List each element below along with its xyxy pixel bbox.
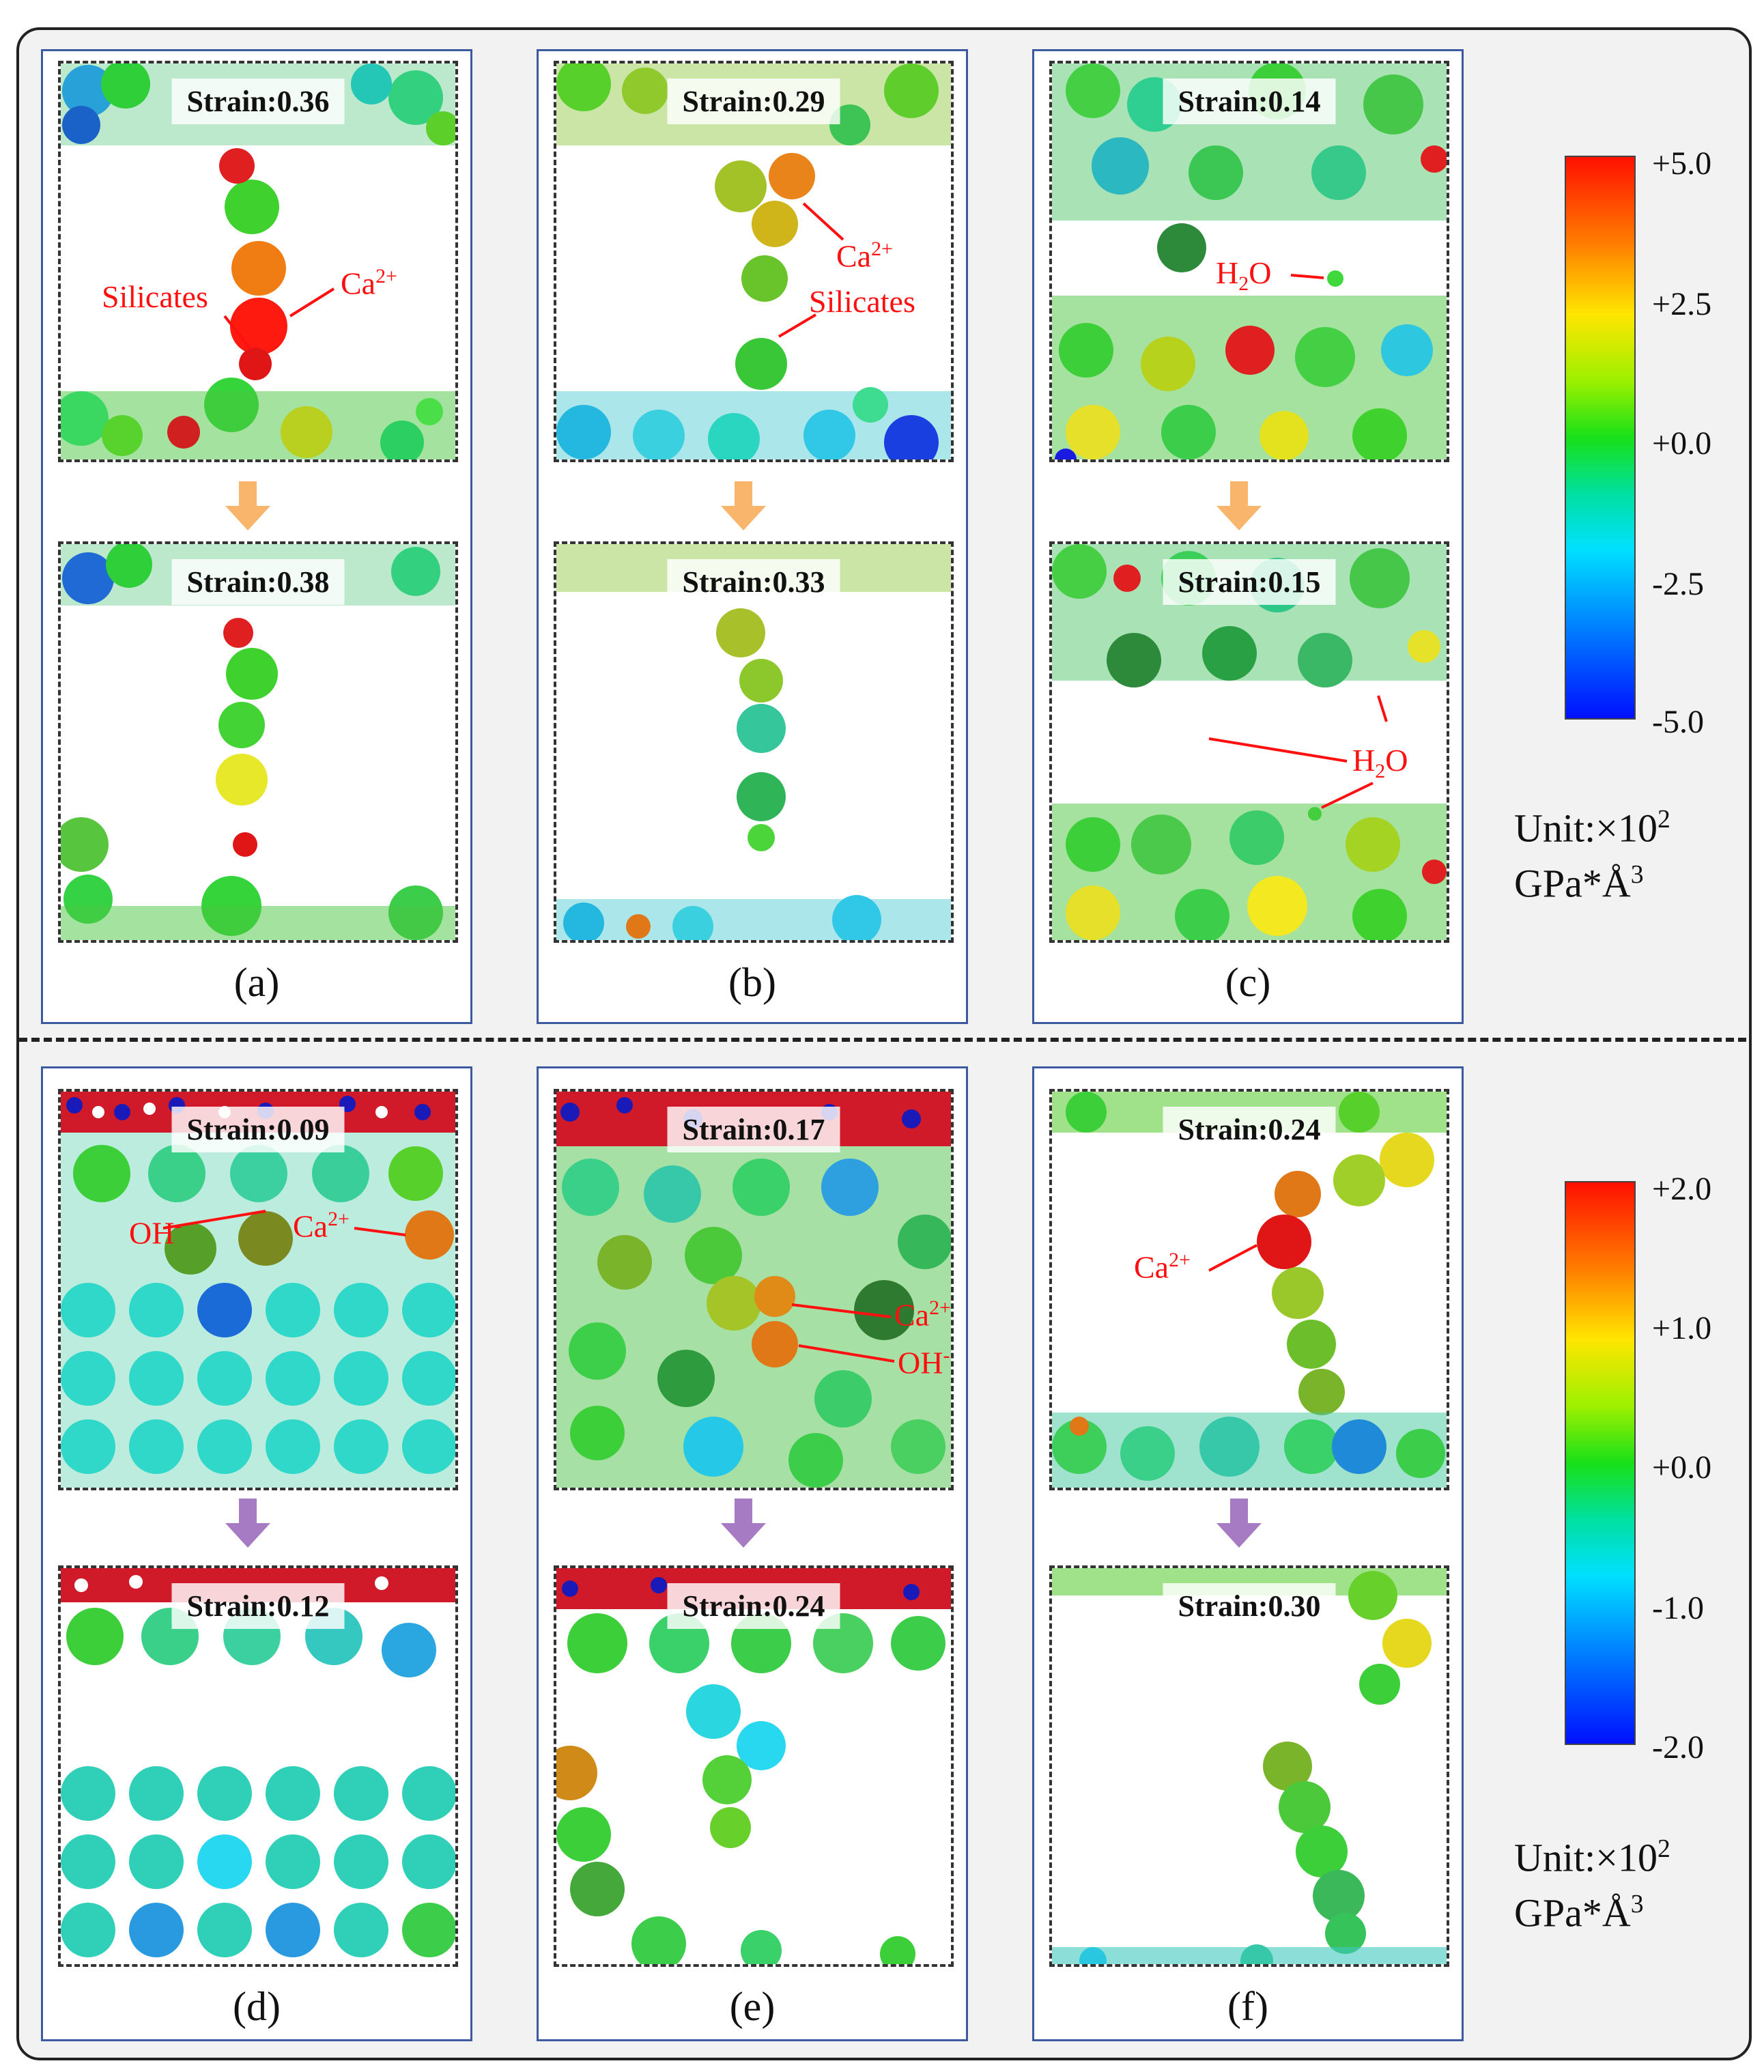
transition-arrow-down-icon [721, 506, 766, 530]
panel-caption: (b) [728, 960, 776, 1005]
column-c: Strain:0.14 H2O Strain:0.15 H2O [1032, 49, 1464, 1024]
panel-caption: (f) [1227, 1984, 1268, 2029]
panel-e-top: Strain:0.17 Ca2+ OH- [554, 1089, 954, 1490]
strain-label: Strain:0.24 [1163, 1107, 1336, 1152]
transition-arrow-shaft [1230, 481, 1248, 507]
transition-arrow-shaft [1230, 1499, 1248, 1524]
strain-label: Strain:0.29 [667, 79, 840, 124]
annotation-ca-ion: Ca2+ [293, 1208, 350, 1244]
transition-arrow-down-icon [225, 1523, 270, 1548]
strain-label: Strain:0.15 [1163, 559, 1336, 605]
colorbar-tick: +2.5 [1652, 286, 1712, 322]
panel-caption: (c) [1225, 960, 1271, 1005]
strain-label: Strain:0.14 [1163, 79, 1336, 124]
annotation-ca-ion: Ca2+ [836, 238, 893, 274]
annotation-hydroxide: OH- [129, 1215, 182, 1251]
column-a: Strain:0.36 Silicates Ca2+ Strain:0.38 (… [41, 49, 472, 1024]
annotation-silicates: Silicates [809, 284, 915, 319]
colorbar-tick: -5.0 [1652, 704, 1704, 740]
colorbar-tick: -2.0 [1652, 1729, 1704, 1765]
panel-e-bottom: Strain:0.24 [554, 1565, 954, 1967]
strain-label: Strain:0.09 [171, 1107, 345, 1152]
column-d: Strain:0.09 OH- Ca2+ Strain:0.12 (d) [41, 1066, 472, 2041]
panel-f-bottom: Strain:0.30 [1049, 1565, 1449, 1967]
panel-c-bottom: Strain:0.15 H2O [1049, 541, 1449, 943]
annotation-ca-ion: Ca2+ [1134, 1249, 1191, 1285]
transition-arrow-shaft [239, 481, 257, 507]
annotation-ca-ion: Ca2+ [341, 265, 397, 301]
section-divider [19, 1038, 1746, 1042]
transition-arrow-shaft [239, 1499, 257, 1524]
strain-label: Strain:0.17 [667, 1107, 840, 1152]
transition-arrow-down-icon [1217, 506, 1262, 530]
panel-caption: (a) [233, 960, 280, 1005]
strain-label: Strain:0.24 [667, 1583, 840, 1629]
panel-b-top: Strain:0.29 Ca2+ Silicates [554, 61, 954, 462]
colorbar-bottom [1565, 1181, 1636, 1745]
column-f: Strain:0.24 Ca2+ Strain:0.30 (f) [1032, 1066, 1464, 2041]
colorbar-tick: -1.0 [1652, 1590, 1704, 1626]
panel-f-top: Strain:0.24 Ca2+ [1049, 1089, 1449, 1490]
panel-caption: (e) [729, 1984, 776, 2029]
panel-caption: (d) [233, 1984, 281, 2029]
panel-d-bottom: Strain:0.12 [58, 1565, 458, 1967]
annotation-water: H2O [1216, 255, 1272, 296]
colorbar-unit: Unit:×102 GPa*Å3 [1514, 1834, 1670, 1935]
transition-arrow-down-icon [225, 506, 270, 530]
panel-c-top: Strain:0.14 H2O [1049, 61, 1449, 462]
panel-a-top: Strain:0.36 Silicates Ca2+ [58, 61, 458, 462]
strain-label: Strain:0.38 [171, 559, 345, 605]
colorbar-tick: -2.5 [1652, 566, 1704, 602]
colorbar-tick: +0.0 [1652, 1449, 1712, 1486]
transition-arrow-down-icon [1217, 1523, 1262, 1548]
colorbar-tick: +1.0 [1652, 1310, 1712, 1346]
panel-d-top: Strain:0.09 OH- Ca2+ [58, 1089, 458, 1490]
annotation-hydroxide: OH- [898, 1344, 950, 1380]
colorbar-tick: +5.0 [1652, 145, 1712, 182]
colorbar-top [1565, 156, 1636, 720]
colorbar-tick: +0.0 [1652, 425, 1712, 462]
column-e: Strain:0.17 Ca2+ OH- Strain:0.24 (e) [537, 1066, 968, 2041]
strain-label: Strain:0.36 [171, 79, 345, 124]
colorbar-tick: +2.0 [1652, 1171, 1712, 1207]
column-b: Strain:0.29 Ca2+ Silicates Strain:0.33 (… [537, 49, 968, 1024]
panel-a-bottom: Strain:0.38 [58, 541, 458, 943]
panel-b-bottom: Strain:0.33 [554, 541, 954, 943]
strain-label: Strain:0.33 [667, 559, 840, 605]
strain-label: Strain:0.30 [1163, 1583, 1336, 1629]
strain-label: Strain:0.12 [171, 1583, 345, 1629]
annotation-water: H2O [1352, 743, 1408, 783]
colorbar-unit: Unit:×102 GPa*Å3 [1514, 805, 1670, 906]
annotation-silicates: Silicates [102, 279, 208, 314]
transition-arrow-shaft [735, 1499, 752, 1524]
annotation-ca-ion: Ca2+ [894, 1296, 951, 1333]
transition-arrow-down-icon [721, 1523, 766, 1548]
transition-arrow-shaft [735, 481, 752, 507]
